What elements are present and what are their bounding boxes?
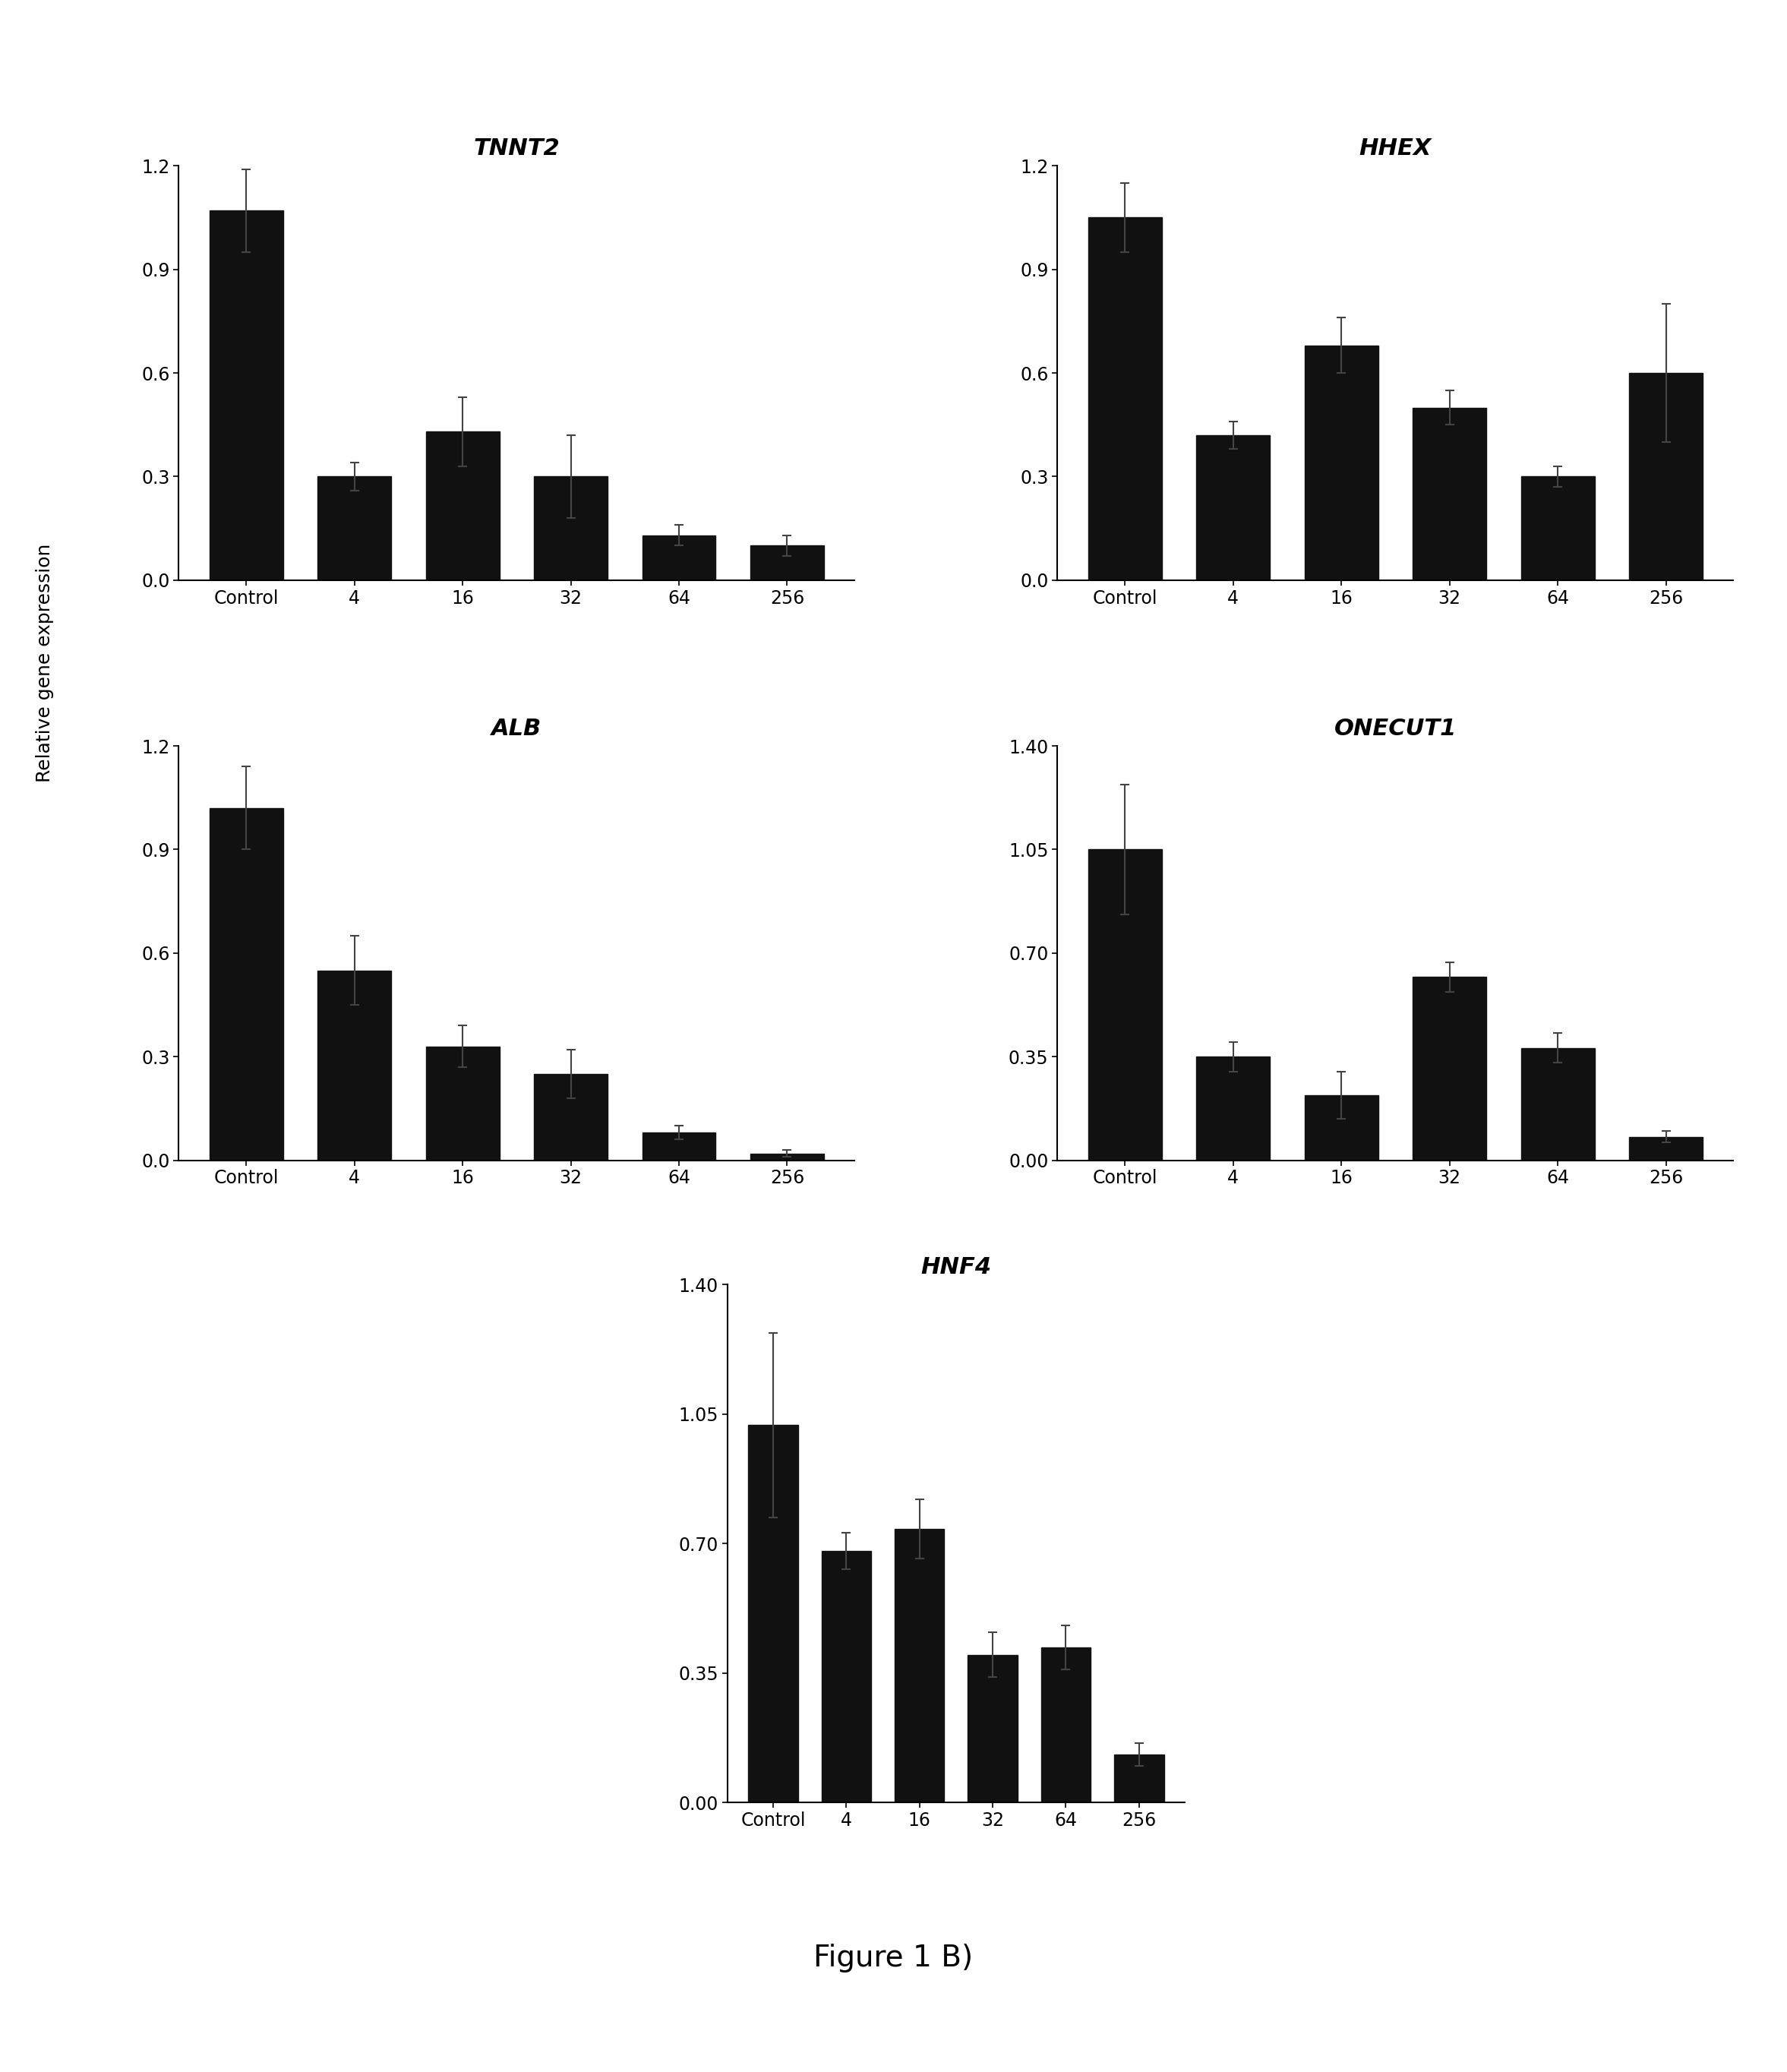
Bar xyxy=(1113,1755,1163,1803)
Bar xyxy=(1305,1096,1378,1160)
Bar xyxy=(751,1154,824,1160)
Bar xyxy=(1630,1138,1703,1160)
Bar xyxy=(209,211,282,580)
Title: ONECUT1: ONECUT1 xyxy=(1335,717,1456,740)
Text: Figure 1 B): Figure 1 B) xyxy=(813,1944,974,1973)
Title: HHEX: HHEX xyxy=(1360,137,1431,160)
Text: Relative gene expression: Relative gene expression xyxy=(36,543,54,783)
Bar xyxy=(318,477,391,580)
Bar xyxy=(822,1552,870,1803)
Bar xyxy=(534,477,608,580)
Bar xyxy=(1196,1057,1271,1160)
Bar xyxy=(1414,976,1487,1160)
Title: TNNT2: TNNT2 xyxy=(474,137,559,160)
Bar xyxy=(425,1046,499,1160)
Bar xyxy=(642,1133,717,1160)
Bar xyxy=(1630,373,1703,580)
Bar xyxy=(749,1426,799,1803)
Bar xyxy=(1305,346,1378,580)
Bar xyxy=(1521,1048,1594,1160)
Bar xyxy=(969,1656,1017,1803)
Bar xyxy=(1521,477,1594,580)
Bar xyxy=(751,545,824,580)
Bar xyxy=(425,431,499,580)
Bar xyxy=(534,1073,608,1160)
Bar xyxy=(895,1529,944,1803)
Bar xyxy=(209,808,282,1160)
Title: ALB: ALB xyxy=(491,717,541,740)
Title: HNF4: HNF4 xyxy=(920,1256,992,1278)
Bar xyxy=(1196,435,1271,580)
Bar xyxy=(642,535,717,580)
Bar xyxy=(1414,408,1487,580)
Bar xyxy=(318,970,391,1160)
Bar xyxy=(1088,218,1162,580)
Bar xyxy=(1088,850,1162,1160)
Bar xyxy=(1042,1647,1090,1803)
